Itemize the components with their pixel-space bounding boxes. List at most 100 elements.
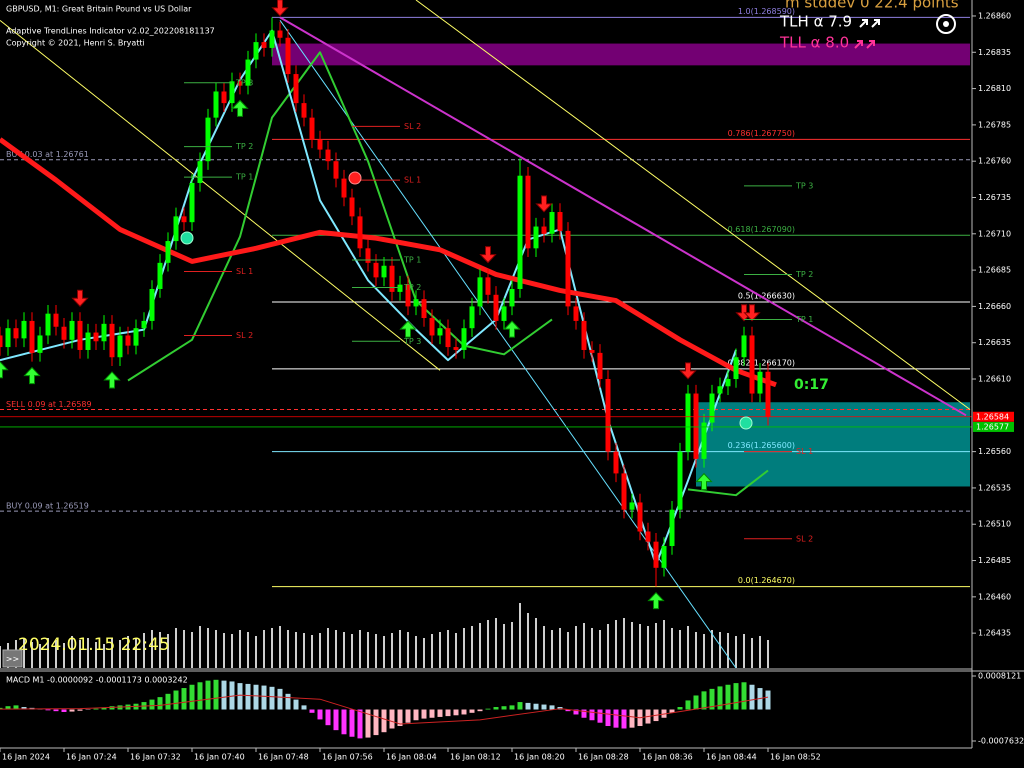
volume-bar — [671, 628, 673, 668]
candle-body — [469, 306, 475, 329]
macd-bar — [669, 709, 675, 713]
volume-bar — [575, 626, 577, 668]
candle-body — [445, 328, 451, 348]
macd-bar — [749, 684, 755, 710]
candle-body — [701, 422, 707, 459]
macd-bar — [525, 702, 531, 710]
macd-bar — [685, 700, 691, 710]
macd-bar — [741, 682, 747, 710]
volume-bar — [527, 613, 529, 668]
y-tick-label: 1.26660 — [978, 302, 1011, 311]
volume-bar — [551, 630, 553, 668]
buy-arrow — [647, 591, 665, 610]
candle-body — [205, 117, 211, 162]
volume-bar — [599, 630, 601, 668]
macd-bar — [733, 683, 739, 710]
volume-bar — [103, 644, 105, 668]
macd-bar — [173, 690, 179, 710]
volume-bar — [703, 634, 705, 668]
candle-body — [341, 178, 347, 198]
candle-body — [765, 371, 771, 417]
candle-body — [661, 546, 667, 568]
macd-bar — [101, 707, 107, 710]
volume-bar — [303, 633, 305, 668]
candle-body — [261, 42, 267, 48]
macd-bar — [581, 709, 587, 718]
macd-bar — [205, 680, 211, 710]
volume-bar — [367, 632, 369, 668]
macd-bar — [397, 709, 403, 727]
candle-body — [429, 318, 435, 336]
order-label: BUY 0.03 at 1.26761 — [6, 150, 89, 159]
candle-body — [645, 531, 651, 542]
volume-bar — [471, 626, 473, 668]
candle-body — [493, 294, 499, 321]
candle-body — [437, 328, 443, 336]
trend-up-icon — [854, 40, 875, 49]
indicator-line — [279, 16, 967, 417]
candle-body — [29, 320, 35, 353]
macd-bar — [341, 709, 347, 735]
trade-level-label: TP 2 — [235, 142, 253, 151]
volume-bar — [215, 630, 217, 668]
price-panel: BUY 0.03 at 1.26761 SELL 0.09 at 1.26589 B… — [0, 0, 972, 668]
volume-bar — [407, 632, 409, 668]
volume-bar — [247, 632, 249, 668]
candle-body — [597, 352, 603, 380]
x-tick-label: 16 Jan 2024 — [2, 753, 50, 762]
x-tick-label: 16 Jan 07:48 — [258, 753, 309, 762]
volume-bar — [455, 633, 457, 668]
candle-body — [157, 262, 163, 289]
candle-body — [685, 393, 691, 452]
trade-level-label: SL 1 — [796, 447, 813, 456]
y-tick-label: 1.26785 — [978, 120, 1011, 129]
trade-level-label: SL 2 — [404, 122, 421, 131]
indicator-line — [415, 0, 971, 410]
volume-bar — [439, 632, 441, 668]
macd-bar — [429, 709, 435, 718]
macd-bar — [325, 709, 331, 726]
candle-body — [717, 386, 723, 394]
volume-bar — [687, 626, 689, 668]
macd-bar — [269, 686, 275, 710]
macd-bar — [405, 709, 411, 723]
volume-bar — [295, 632, 297, 668]
x-tick-label: 16 Jan 07:56 — [322, 753, 373, 762]
buy-arrow — [0, 361, 9, 379]
macd-bar — [485, 708, 491, 710]
x-tick-label: 16 Jan 08:20 — [514, 753, 565, 762]
volume-bar — [383, 636, 385, 668]
scroll-button-label[interactable]: >> — [6, 655, 19, 664]
macd-bar — [157, 697, 163, 710]
x-tick-label: 16 Jan 07:40 — [194, 753, 245, 762]
logo — [943, 21, 949, 27]
candle-body — [309, 117, 315, 140]
volume-bar — [263, 630, 265, 668]
candle-body — [693, 393, 699, 459]
volume-bar — [79, 640, 81, 668]
scroll-button[interactable] — [2, 649, 23, 668]
macd-bar — [197, 682, 203, 710]
macd-bar — [573, 709, 579, 715]
x-tick-label: 16 Jan 08:52 — [770, 753, 821, 762]
macd-bar — [293, 699, 299, 710]
candle-body — [141, 320, 147, 329]
volume-bar — [151, 630, 153, 668]
volume-bar — [463, 628, 465, 668]
trade-level-label: TP 3 — [403, 337, 421, 346]
candle-body — [69, 320, 75, 340]
x-tick-label: 16 Jan 08:04 — [386, 753, 437, 762]
trade-level-label: SL 1 — [404, 176, 421, 185]
x-tick-label: 16 Jan 08:36 — [642, 753, 693, 762]
macd-bar — [501, 706, 507, 710]
macd-bar — [165, 693, 171, 710]
y-tick-label: 1.26760 — [978, 157, 1011, 166]
y-tick-label: 1.26435 — [978, 629, 1011, 638]
candle-body — [325, 149, 331, 162]
macd-bar — [381, 709, 387, 733]
macd-bar — [277, 688, 283, 710]
candle-body — [373, 262, 379, 278]
candle-body — [21, 320, 27, 339]
bar-countdown: 0:17 — [794, 377, 829, 393]
candle-body — [0, 335, 3, 348]
